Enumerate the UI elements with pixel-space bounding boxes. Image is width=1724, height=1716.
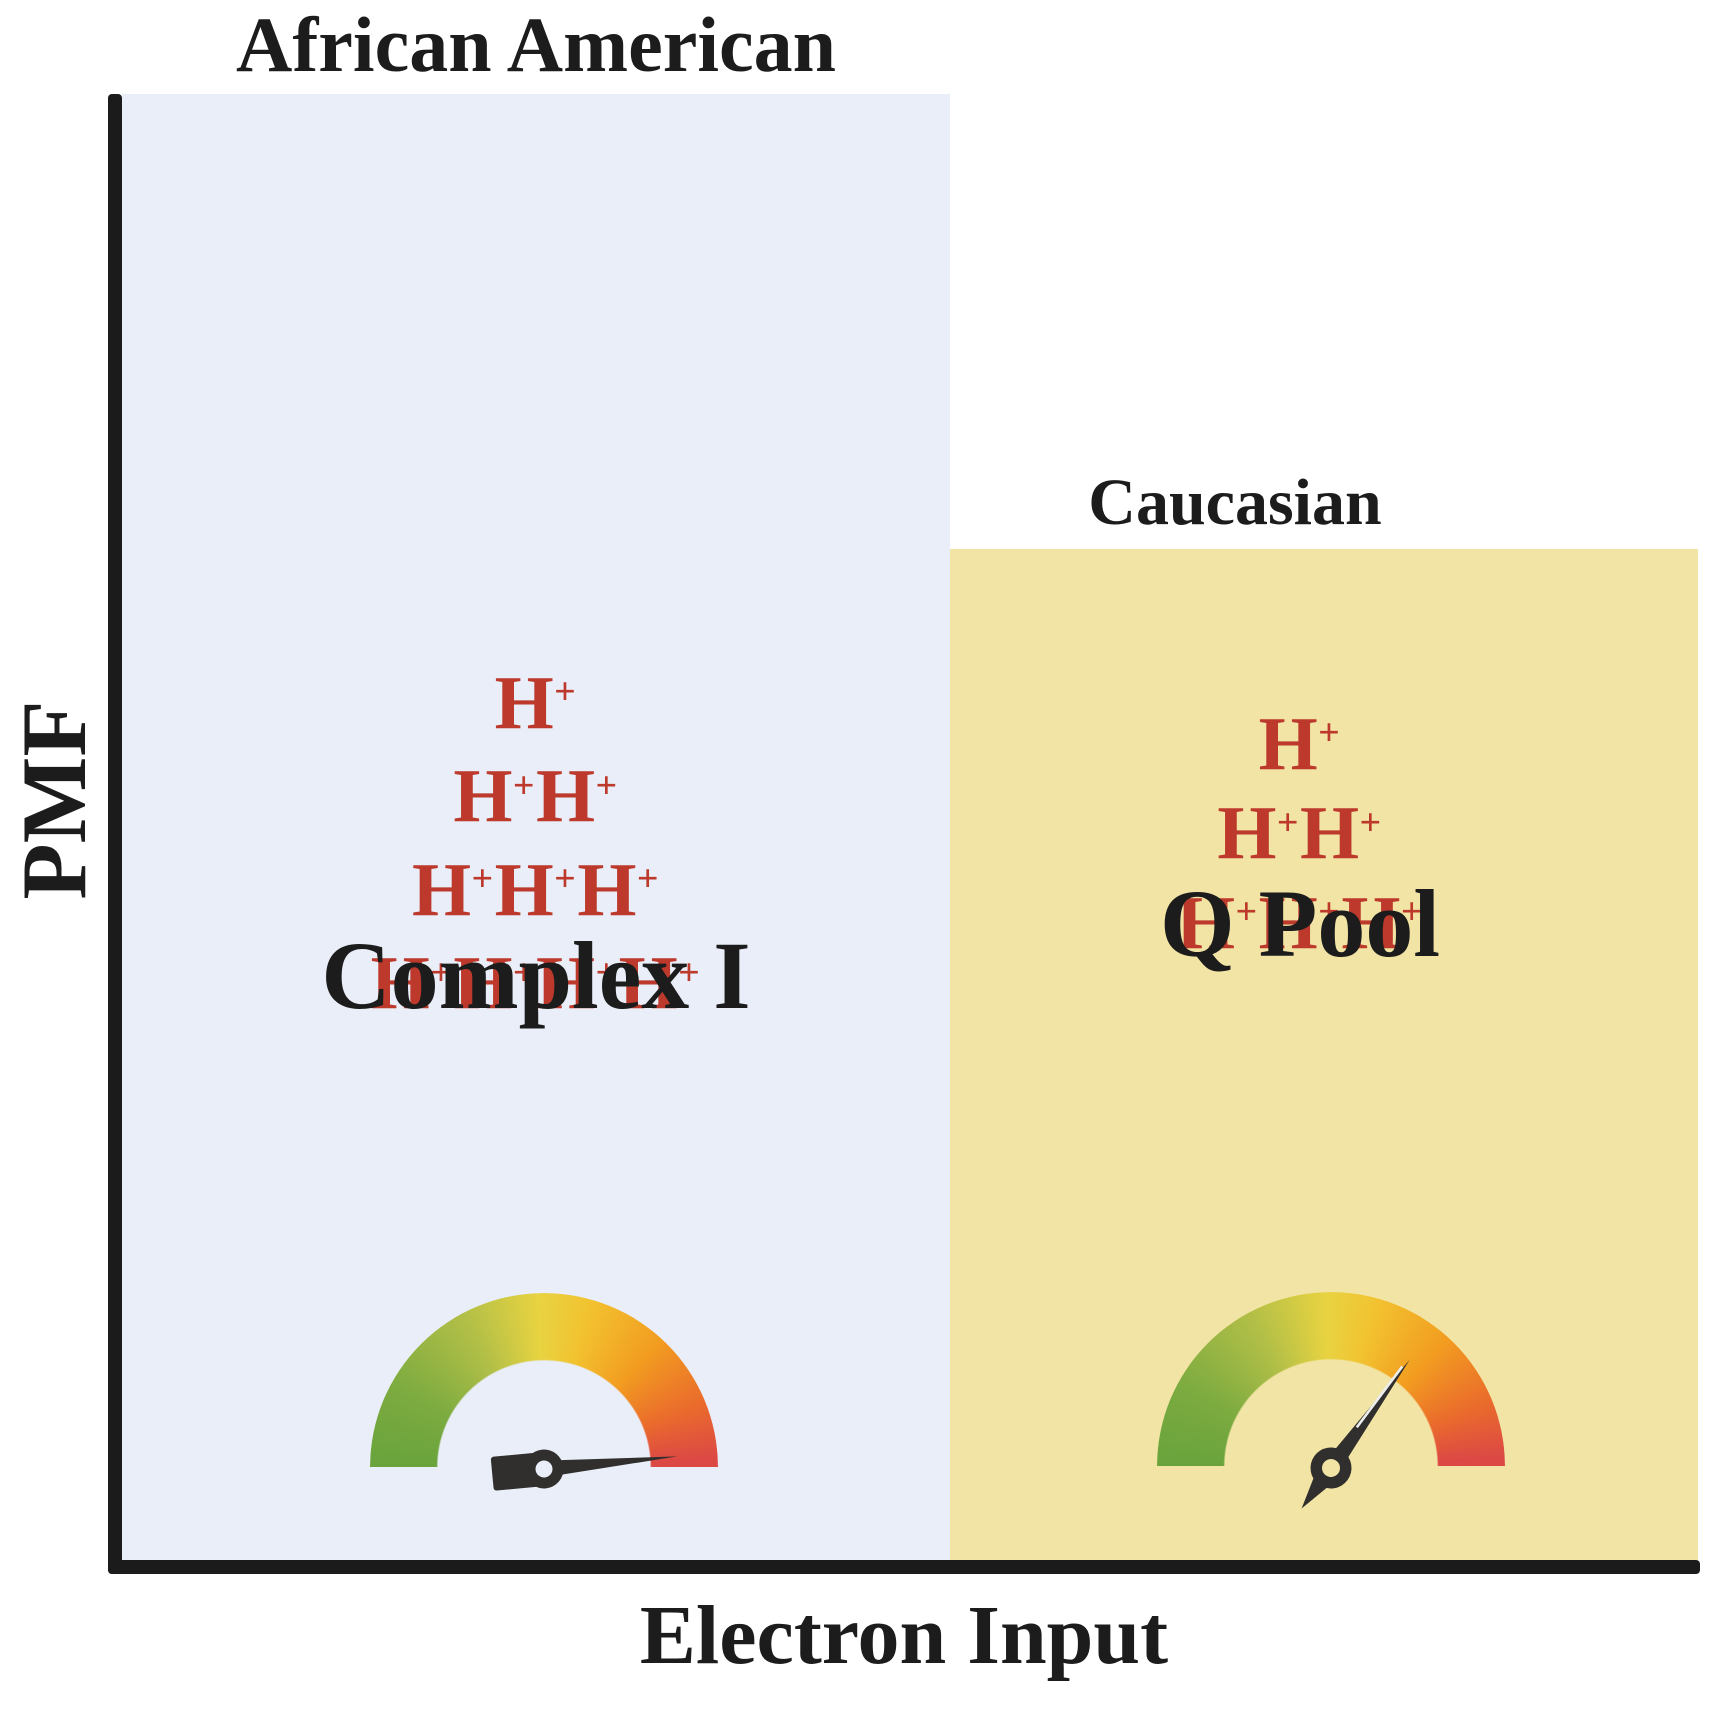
proton-row: H+ — [950, 704, 1650, 794]
needle-hub-hole — [1322, 1459, 1340, 1477]
proton-ion: H+ — [370, 941, 452, 1026]
proton-ion: H+ — [577, 847, 659, 932]
proton-row: H+H+ — [950, 794, 1650, 884]
proton-ion: H+ — [411, 847, 494, 932]
group-title-caucasian: Caucasian — [1088, 466, 1382, 539]
proton-row: H+H+H+H+ — [122, 942, 950, 1036]
proton-row: H+H+ — [122, 755, 950, 849]
proton-ion: H+ — [1217, 791, 1299, 876]
proton-ion: H+ — [1175, 880, 1258, 965]
x-axis-line — [108, 1560, 1700, 1574]
proton-ion: H+ — [1258, 701, 1340, 786]
proton-ion: H+ — [494, 847, 576, 932]
y-axis-label: PMF — [3, 700, 105, 900]
needle-pointer — [541, 1456, 678, 1478]
gauge-needle-complex-i — [490, 1449, 678, 1491]
proton-ion: H+ — [1300, 791, 1382, 876]
group-title-african-american: African American — [235, 1, 836, 88]
proton-ion: H+ — [618, 941, 700, 1026]
needle-hub-hole — [535, 1460, 553, 1478]
proton-row: H+H+H+ — [950, 883, 1650, 973]
proton-ion: H+ — [494, 660, 576, 745]
proton-ion: H+ — [536, 754, 618, 839]
label-q-pool: Q Pool — [1160, 870, 1440, 977]
proton-ion: H+ — [453, 941, 535, 1026]
gauge-needle-q-pool — [1301, 1359, 1410, 1509]
proton-ion: H+ — [1341, 880, 1423, 965]
proton-row: H+ — [122, 661, 950, 755]
needle-pointer — [1322, 1359, 1410, 1475]
y-axis-line — [108, 94, 122, 1574]
proton-row: H+H+H+ — [122, 848, 950, 942]
needle-highlight — [1355, 1365, 1404, 1429]
x-axis-label: Electron Input — [639, 1589, 1169, 1682]
proton-ion: H+ — [1258, 880, 1340, 965]
label-complex-i: Complex I — [321, 922, 751, 1029]
proton-ion: H+ — [453, 754, 535, 839]
proton-ion: H+ — [536, 941, 618, 1026]
proton-pyramid-complex-i: H+ H+H+ H+H+H+ H+H+H+H+ — [122, 661, 950, 1035]
proton-pyramid-q-pool: H+ H+H+ H+H+H+ — [950, 704, 1650, 973]
